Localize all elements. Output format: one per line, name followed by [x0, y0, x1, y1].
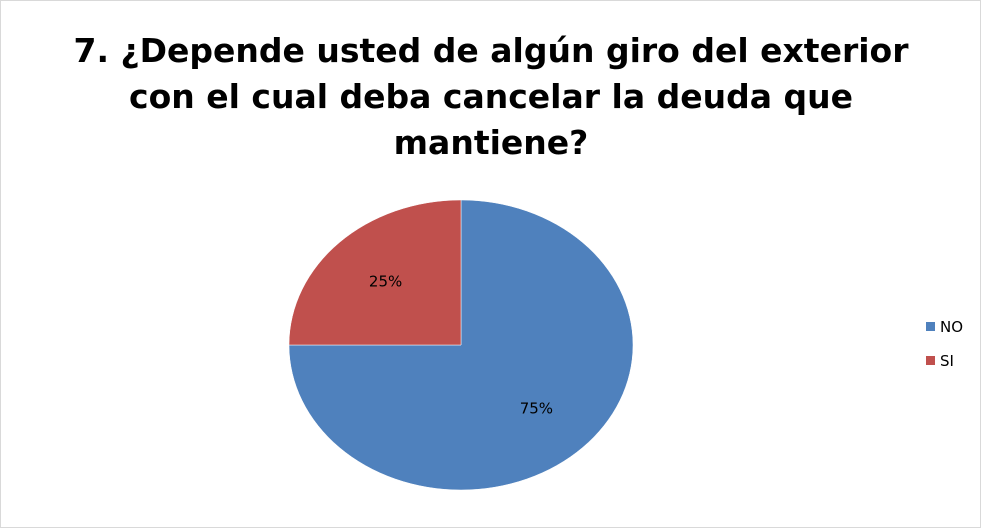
legend-label: SI: [940, 352, 954, 370]
legend-label: NO: [940, 318, 963, 336]
legend-marker: [926, 356, 935, 365]
chart-title: mantiene?: [394, 123, 589, 162]
chart-title: 7. ¿Depende usted de algún giro del exte…: [74, 31, 910, 70]
pie-slice: [288, 199, 462, 346]
legend-marker: [926, 322, 935, 331]
chart-title: con el cual deba cancelar la deuda que: [129, 77, 853, 116]
data-label: 75%: [520, 400, 553, 418]
data-label: 25%: [369, 272, 402, 290]
